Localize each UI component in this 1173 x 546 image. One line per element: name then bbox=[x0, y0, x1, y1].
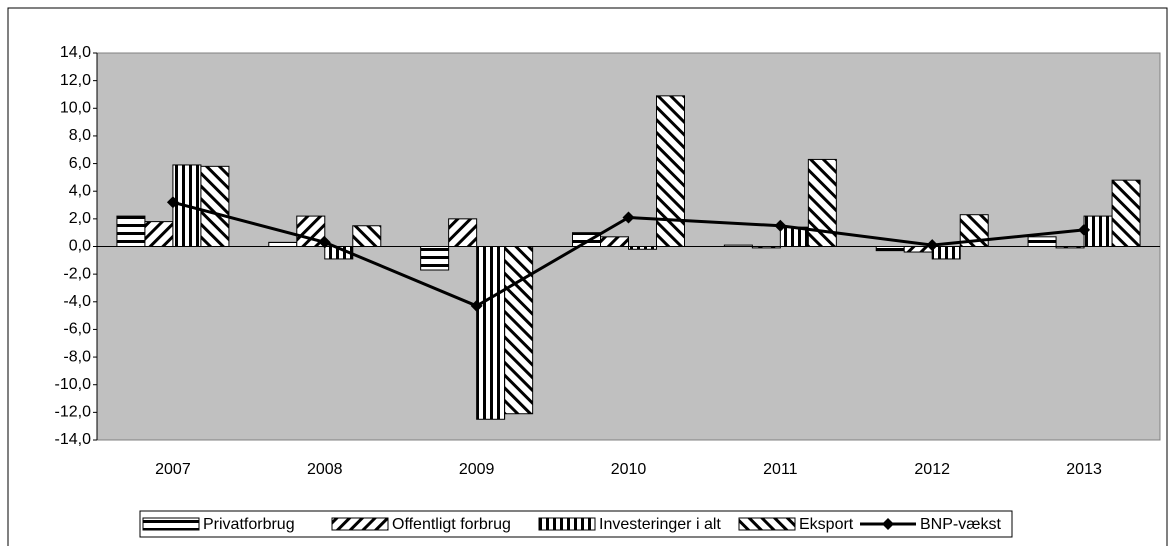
x-tick-label: 2013 bbox=[1066, 461, 1102, 478]
line-marker bbox=[470, 299, 483, 312]
line-marker bbox=[926, 239, 939, 252]
legend-marker bbox=[882, 518, 894, 530]
legend-label: Privatforbrug bbox=[203, 516, 295, 533]
line-marker bbox=[774, 219, 787, 232]
bar bbox=[931, 246, 961, 260]
legend-label: BNP-vækst bbox=[920, 516, 1001, 533]
legend-swatch bbox=[142, 517, 200, 531]
x-tick-label: 2012 bbox=[914, 461, 950, 478]
bar bbox=[268, 241, 298, 248]
bar bbox=[352, 225, 382, 247]
bar bbox=[420, 246, 450, 271]
bar bbox=[1027, 236, 1057, 247]
bar bbox=[200, 165, 230, 247]
bar bbox=[875, 246, 905, 252]
x-tick-label: 2009 bbox=[459, 461, 495, 478]
y-tick-label: -14,0 bbox=[55, 431, 92, 448]
y-tick-label: 4,0 bbox=[69, 182, 91, 199]
bar bbox=[448, 218, 478, 248]
bar bbox=[116, 215, 146, 247]
chart-frame bbox=[7, 7, 1168, 546]
line-marker bbox=[1078, 223, 1091, 236]
y-tick-label: 14,0 bbox=[60, 44, 91, 61]
x-tick-label: 2008 bbox=[307, 461, 343, 478]
y-tick-label: 10,0 bbox=[60, 100, 91, 117]
x-tick-label: 2007 bbox=[155, 461, 191, 478]
legend-label: Offentligt forbrug bbox=[392, 516, 511, 533]
y-tick-label: 6,0 bbox=[69, 155, 91, 172]
bar bbox=[476, 246, 506, 420]
y-tick-label: -2,0 bbox=[63, 265, 91, 282]
bar bbox=[656, 95, 685, 247]
line-marker bbox=[318, 236, 331, 249]
legend-swatch bbox=[738, 517, 796, 531]
y-tick-label: -10,0 bbox=[55, 376, 92, 393]
y-tick-label: 12,0 bbox=[60, 72, 91, 89]
y-tick-label: -12,0 bbox=[55, 404, 92, 421]
line-marker bbox=[622, 211, 635, 224]
bar bbox=[600, 236, 629, 247]
bar bbox=[144, 221, 174, 247]
x-tick-label: 2010 bbox=[611, 461, 647, 478]
legend-swatch bbox=[331, 517, 389, 531]
y-tick-label: 8,0 bbox=[69, 127, 91, 144]
y-tick-label: -4,0 bbox=[63, 293, 91, 310]
legend-swatch bbox=[538, 517, 596, 531]
y-tick-label: 2,0 bbox=[69, 210, 91, 227]
bar bbox=[1111, 179, 1141, 248]
legend-label: Investeringer i alt bbox=[599, 516, 721, 533]
bar bbox=[903, 246, 933, 253]
line-marker bbox=[166, 196, 179, 209]
y-tick-label: -6,0 bbox=[63, 321, 91, 338]
y-tick-label: -8,0 bbox=[63, 348, 91, 365]
x-tick-label: 2011 bbox=[763, 461, 798, 478]
legend-label: Eksport bbox=[799, 516, 854, 533]
y-tick-label: 0,0 bbox=[69, 238, 91, 255]
bar bbox=[1083, 215, 1113, 247]
bar bbox=[504, 246, 534, 415]
